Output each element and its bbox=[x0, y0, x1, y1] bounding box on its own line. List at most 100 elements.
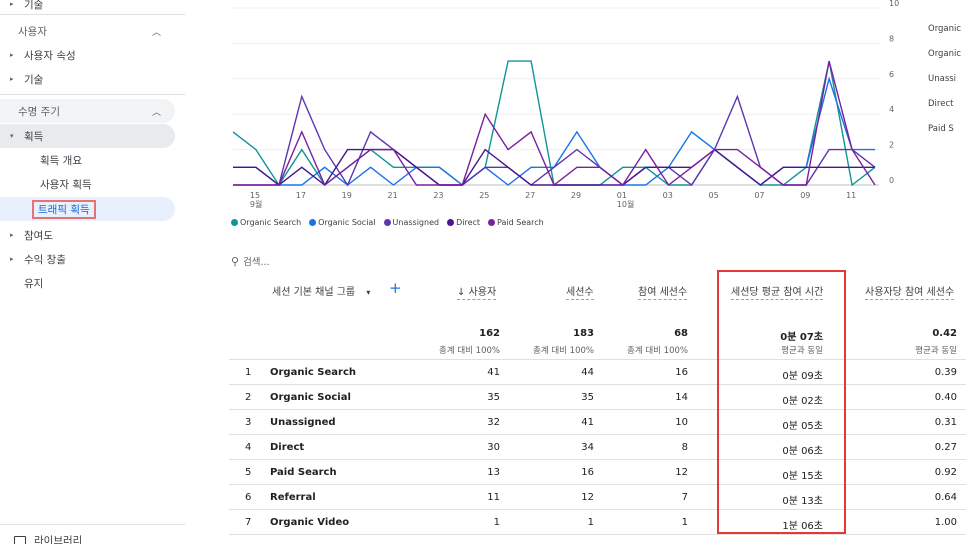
right-legend-label: Organic bbox=[928, 49, 962, 59]
table-row[interactable]: 7 Organic Video 1 1 1 1분 06초 1.00 bbox=[229, 509, 966, 534]
sidebar-item-engagement[interactable]: ▸ 참여도 bbox=[0, 223, 175, 247]
sidebar-item-label: 라이브러리 bbox=[34, 534, 83, 544]
add-dimension-button[interactable]: + bbox=[389, 279, 402, 297]
x-tick-month-label: 9월 bbox=[250, 199, 262, 209]
cell-channel[interactable]: Organic Video bbox=[270, 517, 350, 528]
chevron-up-icon[interactable]: ︿ bbox=[151, 27, 161, 38]
table-search[interactable]: ⚲ 검색... bbox=[231, 254, 270, 269]
sidebar-item-tech[interactable]: ▸ 기술 bbox=[0, 67, 175, 91]
caret-down-icon: ▾ bbox=[366, 288, 371, 297]
dimension-selector[interactable]: 세션 기본 채널 그룹 ▾ bbox=[272, 283, 370, 298]
cell-users: 13 bbox=[487, 467, 500, 478]
legend-item[interactable]: Unassigned bbox=[383, 218, 440, 227]
total-avg-time-sub: 평균과 동일 bbox=[781, 346, 823, 356]
sidebar-item-retention[interactable]: 유지 bbox=[0, 271, 175, 295]
table-row[interactable]: 1 Organic Search 41 44 16 0분 09초 0.39 bbox=[229, 359, 966, 384]
sidebar-item-label: 수익 창출 bbox=[24, 253, 66, 266]
cell-channel[interactable]: Organic Search bbox=[270, 367, 357, 378]
cell-sessions: 41 bbox=[581, 417, 594, 428]
col-header-avg-engagement-time[interactable]: 세션당 평균 참여 시간 bbox=[731, 283, 824, 300]
total-avg-time: 0분 07초 bbox=[780, 332, 823, 343]
legend-label: Unassigned bbox=[392, 218, 440, 227]
sidebar-item-acq-overview[interactable]: 획득 개요 bbox=[0, 148, 175, 172]
caret-right-icon: ▸ bbox=[10, 255, 14, 263]
table-row[interactable]: 4 Direct 30 34 8 0분 06초 0.27 bbox=[229, 434, 966, 459]
total-sessions: 183 bbox=[573, 328, 594, 339]
right-legend-label: Organic bbox=[928, 24, 962, 34]
legend-item[interactable]: Direct bbox=[447, 218, 480, 227]
legend-label: Organic Search bbox=[240, 218, 302, 227]
sidebar-item-user-attributes[interactable]: ▸ 사용자 속성 bbox=[0, 43, 175, 67]
x-tick-label: 23 bbox=[433, 191, 443, 200]
cell-sessions: 44 bbox=[581, 367, 594, 378]
right-legend-label: Paid S bbox=[928, 124, 954, 134]
cell-channel[interactable]: Organic Social bbox=[270, 392, 351, 403]
x-tick-label: 21 bbox=[388, 191, 398, 200]
sidebar-item-acquisition[interactable]: ▾ 획득 bbox=[0, 124, 175, 148]
cell-engaged: 8 bbox=[681, 442, 688, 453]
series-line-organic-social bbox=[233, 76, 875, 186]
total-per-user-sub: 평균과 동일 bbox=[915, 346, 957, 356]
total-engaged: 68 bbox=[674, 328, 688, 339]
legend-item[interactable]: Organic Social bbox=[309, 218, 376, 227]
cell-idx: 5 bbox=[245, 467, 252, 478]
table-row[interactable]: 2 Organic Social 35 35 14 0분 02초 0.40 bbox=[229, 384, 966, 409]
x-tick-label: 05 bbox=[709, 191, 719, 200]
right-legend-label: Direct bbox=[928, 99, 954, 109]
cell-engaged: 7 bbox=[681, 492, 688, 503]
x-tick-label: 29 bbox=[571, 191, 581, 200]
table-row[interactable]: 6 Referral 11 12 7 0분 13초 0.64 bbox=[229, 484, 966, 509]
cell-channel[interactable]: Paid Search bbox=[270, 467, 337, 478]
sidebar-item-label: 획득 bbox=[24, 130, 44, 143]
sort-desc-icon: ↓ bbox=[457, 287, 469, 298]
right-legend-label: Unassi bbox=[928, 74, 957, 84]
legend-dot-icon bbox=[383, 219, 391, 226]
cell-per-user: 0.92 bbox=[934, 467, 957, 478]
legend-dot-icon bbox=[447, 219, 455, 226]
search-icon: ⚲ bbox=[231, 254, 240, 268]
col-header-engaged-per-user[interactable]: 사용자당 참여 세션수 bbox=[865, 283, 955, 300]
legend-label: Direct bbox=[456, 218, 481, 227]
col-header-engaged-sessions[interactable]: 참여 세션수 bbox=[638, 283, 688, 300]
legend-label: Organic Social bbox=[318, 218, 376, 227]
x-tick-label: 19 bbox=[342, 191, 352, 200]
cell-sessions: 34 bbox=[581, 442, 594, 453]
sidebar-item-label: 기술 bbox=[24, 73, 44, 86]
legend-item[interactable]: Paid Search bbox=[488, 218, 544, 227]
sidebar-item-traffic-acquisition[interactable]: 트래픽 획득 bbox=[0, 197, 175, 221]
sidebar-item-library[interactable]: 라이브러리 bbox=[0, 528, 175, 544]
sidebar-item-user-acquisition[interactable]: 사용자 획득 bbox=[0, 172, 175, 196]
search-input[interactable]: 검색... bbox=[243, 257, 270, 268]
x-tick-month-label: 10월 bbox=[617, 199, 635, 209]
cell-avg-time: 0분 05초 bbox=[782, 421, 823, 432]
cell-channel[interactable]: Unassigned bbox=[270, 417, 336, 428]
table-row[interactable]: 3 Unassigned 32 41 10 0분 05초 0.31 bbox=[229, 409, 966, 434]
cell-channel[interactable]: Direct bbox=[270, 442, 305, 453]
legend-item[interactable]: Organic Search bbox=[231, 218, 301, 227]
cell-avg-time: 1분 06초 bbox=[782, 521, 823, 532]
table-row[interactable]: 5 Paid Search 13 16 12 0분 15초 0.92 bbox=[229, 459, 966, 484]
x-tick-label: 09 bbox=[800, 191, 810, 200]
col-header-users[interactable]: ↓ 사용자 bbox=[457, 283, 497, 300]
cell-idx: 7 bbox=[245, 517, 252, 528]
sidebar-item-monetization[interactable]: ▸ 수익 창출 bbox=[0, 247, 175, 271]
cell-per-user: 0.31 bbox=[934, 417, 957, 428]
cell-engaged: 14 bbox=[675, 392, 688, 403]
series-line-paid-search bbox=[233, 60, 876, 187]
sidebar-section-lifecycle[interactable]: 수명 주기 ︿ bbox=[0, 99, 175, 123]
total-engaged-sub: 총계 대비 100% bbox=[627, 346, 688, 356]
cell-channel[interactable]: Referral bbox=[270, 492, 316, 503]
section-label: 사용자 bbox=[18, 25, 47, 38]
chart-legend: Organic Search Organic Social Unassigned Di… bbox=[231, 218, 548, 227]
cell-avg-time: 0분 02초 bbox=[782, 396, 823, 407]
col-header-label: 세션수 bbox=[566, 287, 594, 298]
cell-sessions: 35 bbox=[581, 392, 594, 403]
sidebar-section-user[interactable]: 사용자 ︿ bbox=[0, 19, 175, 43]
cell-users: 35 bbox=[487, 392, 500, 403]
col-header-sessions[interactable]: 세션수 bbox=[566, 283, 594, 300]
sidebar-item-label: 기술 bbox=[24, 0, 44, 11]
chevron-up-icon[interactable]: ︿ bbox=[151, 107, 161, 118]
cell-users: 11 bbox=[487, 492, 500, 503]
sidebar-item-tech-top[interactable]: ▸ 기술 bbox=[0, 0, 175, 16]
table-bottom-border bbox=[229, 534, 966, 535]
